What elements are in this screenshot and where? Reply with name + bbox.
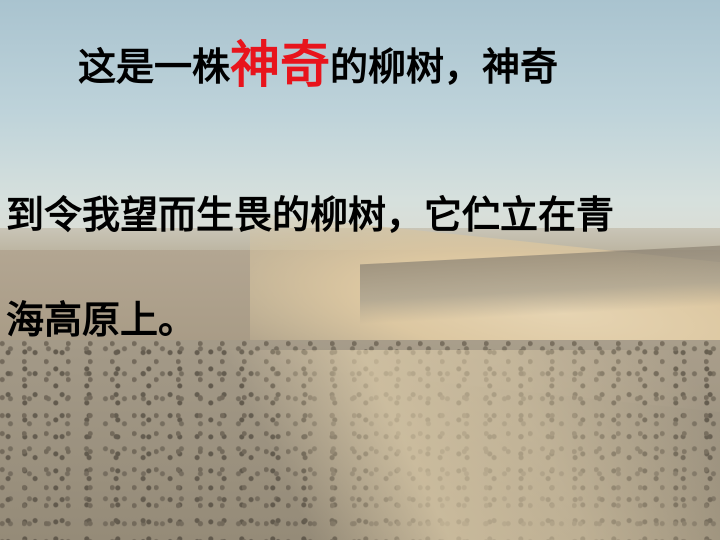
sky-background xyxy=(0,0,720,250)
text-line-1: 这是一株神奇的柳树，神奇 xyxy=(78,40,559,90)
text-line-2: 到令我望而生畏的柳树，它伫立在青 xyxy=(6,192,615,237)
line1-after: 的柳树，神奇 xyxy=(330,44,559,89)
tire-tracks xyxy=(223,350,720,540)
line1-emphasis: 神奇 xyxy=(230,35,331,94)
text-line-3: 海高原上。 xyxy=(6,297,197,342)
line1-before: 这是一株 xyxy=(78,44,231,89)
